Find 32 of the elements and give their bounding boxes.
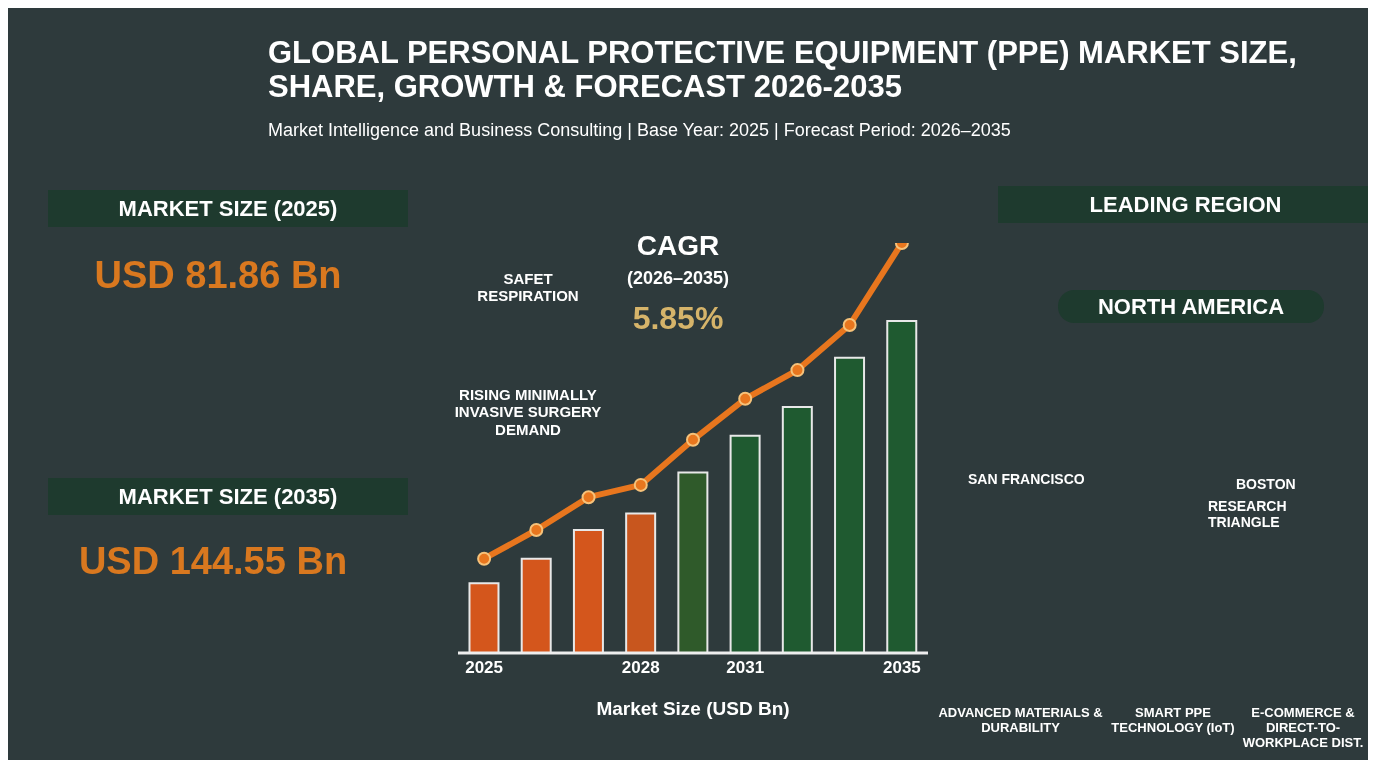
text: BOSTON [1236, 476, 1297, 493]
text: MARKET SIZE (2025) [48, 190, 408, 228]
annotation: RISING MINIMALLY INVASIVE SURGERY DEMAND [453, 386, 603, 438]
annotation: SAFET RESPIRATION [476, 270, 580, 305]
point [842, 318, 857, 332]
text: MARKET SIZE (2035) [48, 478, 408, 516]
annotation: CAGR [635, 230, 721, 263]
point [790, 363, 805, 378]
point [633, 477, 648, 492]
x-axis-title: Market Size (USD Bn) [596, 698, 790, 719]
point [529, 523, 544, 537]
x-tick-label: 2028 [621, 658, 660, 678]
chart-subtitle: Market Intelligence and Business Consulting | Base Year: 2025 | Forecast Period: 2026–2035 [268, 120, 1012, 141]
text: USD 144.55 Bn [77, 540, 349, 584]
chart-title: GLOBAL PERSONAL PROTECTIVE EQUIPMENT (PPE) MARKET SIZE, SHARE, GROWTH & FORECAST 2026-2035 [268, 35, 1298, 105]
point [738, 391, 753, 406]
text: SMART PPE TECHNOLOGY (IoT) [1110, 705, 1236, 736]
text: RESEARCH TRIANGLE [1208, 498, 1288, 531]
text: SAN FRANCISCO [968, 471, 1086, 488]
text: USD 81.86 Bn [93, 254, 343, 298]
text: ADVANCED MATERIALS & DURABILITY [937, 705, 1104, 736]
point [477, 551, 492, 566]
point [581, 490, 596, 505]
annotation: (2026–2035) [625, 268, 731, 289]
x-tick-label: 2025 [465, 658, 504, 678]
x-tick-label: 2031 [726, 658, 765, 678]
x-tick-label: 2035 [882, 658, 921, 678]
text: LEADING REGION [1088, 191, 1283, 219]
text: NORTH AMERICA [1058, 290, 1324, 324]
point [686, 432, 700, 447]
annotation: 5.85% [631, 300, 725, 337]
text: E-COMMERCE & DIRECT-TO-WORKPLACE DIST. [1241, 705, 1365, 751]
